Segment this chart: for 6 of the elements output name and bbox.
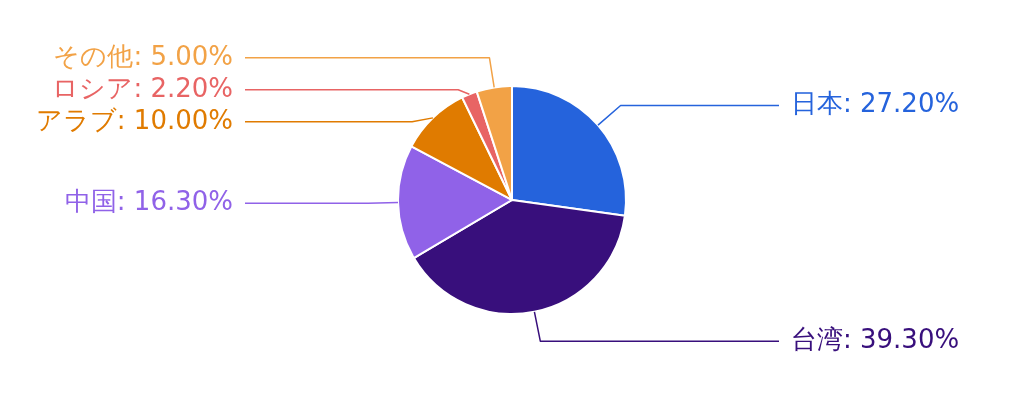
slice-label: 日本: 27.20% bbox=[791, 88, 960, 119]
slice-label: ロシア: 2.20% bbox=[52, 72, 233, 103]
slice-label: その他: 5.00% bbox=[53, 40, 233, 71]
slice-label: アラブ: 10.00% bbox=[35, 104, 233, 135]
slice-label: 中国: 16.30% bbox=[64, 185, 233, 216]
slice-label: 台湾: 39.30% bbox=[791, 323, 960, 354]
